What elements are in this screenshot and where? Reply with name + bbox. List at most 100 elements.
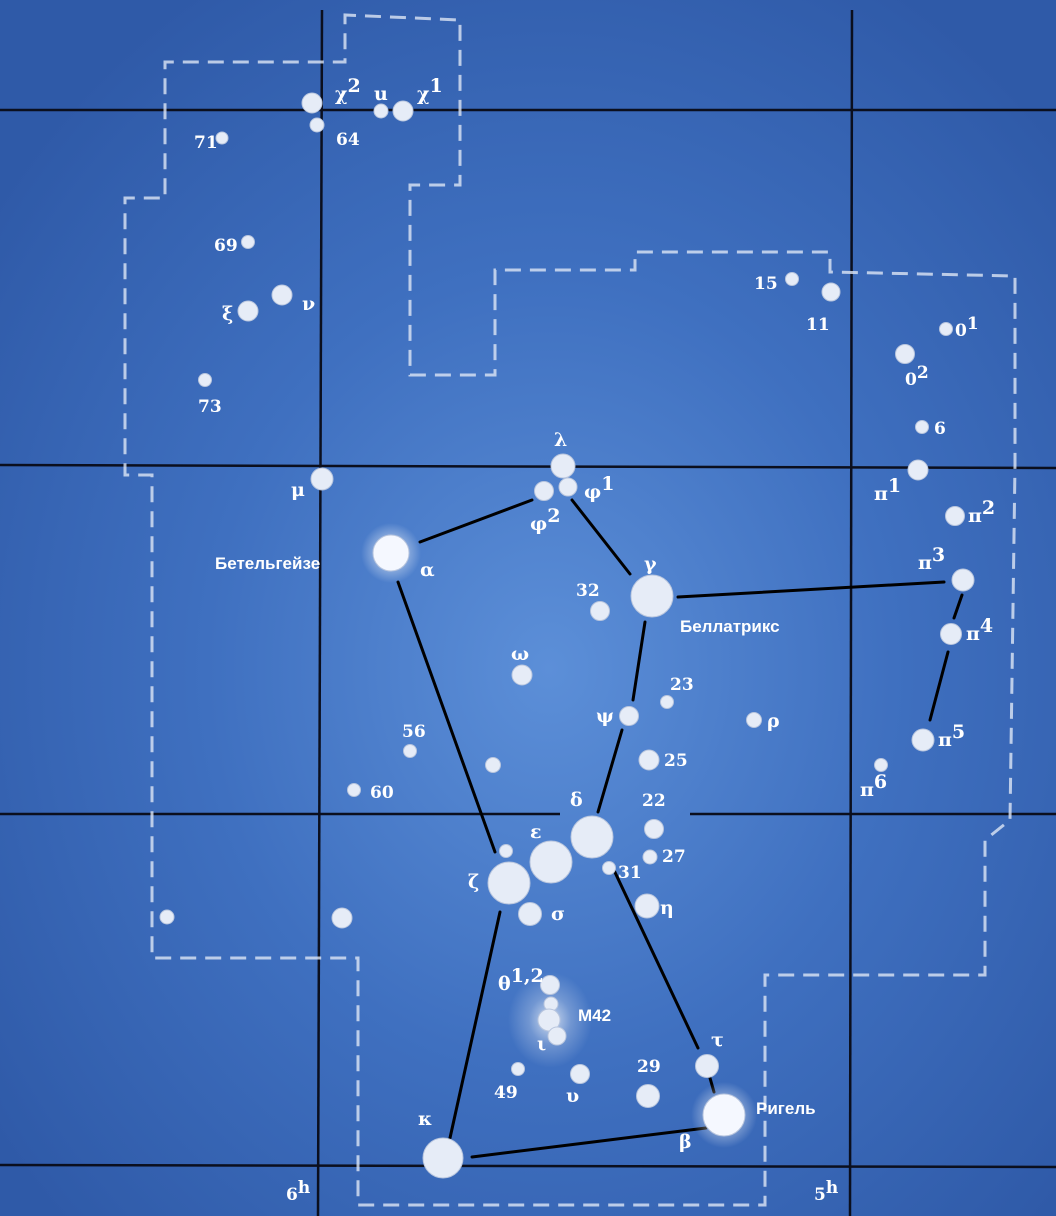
- star-sigma[interactable]: [518, 902, 542, 926]
- star-pi1[interactable]: [907, 459, 929, 481]
- label-pi1: π1: [874, 475, 901, 505]
- label-22: 22: [642, 791, 666, 811]
- star-iota[interactable]: [547, 1026, 567, 1046]
- label-27: 27: [662, 847, 686, 867]
- star-unnamed-1[interactable]: [485, 757, 501, 773]
- label-49: 49: [494, 1083, 518, 1103]
- star-o2[interactable]: [895, 344, 915, 364]
- label-31: 31: [618, 863, 642, 883]
- star-6[interactable]: [915, 420, 929, 434]
- star-29[interactable]: [636, 1084, 660, 1108]
- line-gamma-psi: [631, 620, 647, 702]
- star-mu[interactable]: [310, 467, 334, 491]
- constellation-lines: [396, 498, 964, 1159]
- star-nu[interactable]: [271, 284, 293, 306]
- label-o1: 01: [955, 314, 979, 341]
- star-56[interactable]: [403, 744, 417, 758]
- star-49[interactable]: [511, 1062, 525, 1076]
- star-pi3[interactable]: [951, 568, 975, 592]
- label-pi4: π4: [966, 615, 993, 645]
- star-69[interactable]: [241, 235, 255, 249]
- star-64[interactable]: [309, 117, 325, 133]
- star-pi5[interactable]: [911, 728, 935, 752]
- star-upsilon[interactable]: [570, 1064, 590, 1084]
- label-64: 64: [336, 130, 360, 150]
- star-25[interactable]: [638, 749, 660, 771]
- line-lambda-gamma: [570, 498, 632, 576]
- star-15[interactable]: [785, 272, 799, 286]
- label-bellatrix: Беллатрикс: [680, 617, 780, 636]
- label-69: 69: [214, 236, 238, 256]
- star-beta[interactable]: [702, 1093, 746, 1137]
- line-alpha-zeta: [396, 580, 497, 854]
- star-60[interactable]: [347, 783, 361, 797]
- star-22[interactable]: [644, 819, 664, 839]
- star-epsilon[interactable]: [529, 840, 573, 884]
- star-unnamed-2[interactable]: [499, 844, 513, 858]
- star-11[interactable]: [821, 282, 841, 302]
- label-psi: ψ: [596, 705, 614, 727]
- line-pi3-pi4: [952, 593, 964, 620]
- star-xi[interactable]: [237, 300, 259, 322]
- line-pi4-pi5: [928, 650, 950, 722]
- line-delta-rigel: [610, 864, 700, 1050]
- star-rho[interactable]: [746, 712, 762, 728]
- star-eta[interactable]: [634, 893, 660, 919]
- label-u: u: [374, 83, 388, 105]
- line-gamma-pi3: [676, 580, 946, 599]
- star-pi2[interactable]: [945, 506, 965, 526]
- label-pi6: π6: [860, 771, 887, 801]
- star-phi2[interactable]: [534, 481, 554, 501]
- star-tau[interactable]: [695, 1054, 719, 1078]
- line-zeta-kappa: [448, 910, 502, 1140]
- label-chi1: χ1: [417, 75, 443, 105]
- star-phi1[interactable]: [558, 477, 578, 497]
- label-delta: δ: [570, 789, 583, 811]
- star-omega[interactable]: [511, 664, 533, 686]
- label-lambda: λ: [554, 429, 567, 451]
- grid-line-ra-5h: [848, 9, 854, 1216]
- label-pi3: π3: [918, 544, 945, 574]
- star-o1[interactable]: [939, 322, 953, 336]
- stars: [159, 92, 975, 1179]
- label-rho: ρ: [767, 710, 780, 732]
- label-betelgeuse: Бетельгейзе: [215, 554, 320, 573]
- star-27[interactable]: [642, 849, 658, 865]
- label-omega: ω: [511, 643, 529, 665]
- label-32: 32: [576, 581, 600, 601]
- star-alpha[interactable]: [372, 534, 410, 572]
- star-kappa[interactable]: [422, 1137, 464, 1179]
- label-rigel: Ригель: [756, 1099, 816, 1118]
- star-pi6[interactable]: [874, 758, 888, 772]
- star-23[interactable]: [660, 695, 674, 709]
- label-m42: M42: [578, 1006, 611, 1025]
- star-u[interactable]: [373, 103, 389, 119]
- star-73[interactable]: [198, 373, 212, 387]
- star-theta-a[interactable]: [540, 975, 560, 995]
- star-71[interactable]: [215, 131, 229, 145]
- star-lambda[interactable]: [550, 453, 576, 479]
- label-gamma: γ: [644, 553, 657, 575]
- star-unnamed-4[interactable]: [331, 907, 353, 929]
- label-23: 23: [670, 675, 694, 695]
- star-chi1[interactable]: [392, 100, 414, 122]
- star-gamma[interactable]: [630, 574, 674, 618]
- label-epsilon: ε: [530, 821, 542, 843]
- star-psi[interactable]: [619, 706, 639, 726]
- label-o2: 02: [905, 363, 929, 390]
- star-zeta[interactable]: [487, 861, 531, 905]
- label-zeta: ζ: [468, 871, 479, 893]
- star-unnamed-3[interactable]: [159, 909, 175, 925]
- label-tau: τ: [711, 1029, 724, 1051]
- label-kappa: κ: [418, 1108, 432, 1130]
- star-chi2[interactable]: [301, 92, 323, 114]
- label-theta: θ1,2: [498, 965, 544, 995]
- star-31[interactable]: [602, 861, 616, 875]
- label-xi: ξ: [222, 303, 233, 325]
- label-mu: μ: [291, 479, 305, 501]
- grid-line-dec-upper: [0, 463, 1056, 470]
- star-pi4[interactable]: [940, 623, 962, 645]
- star-delta[interactable]: [570, 815, 614, 859]
- star-32[interactable]: [590, 601, 610, 621]
